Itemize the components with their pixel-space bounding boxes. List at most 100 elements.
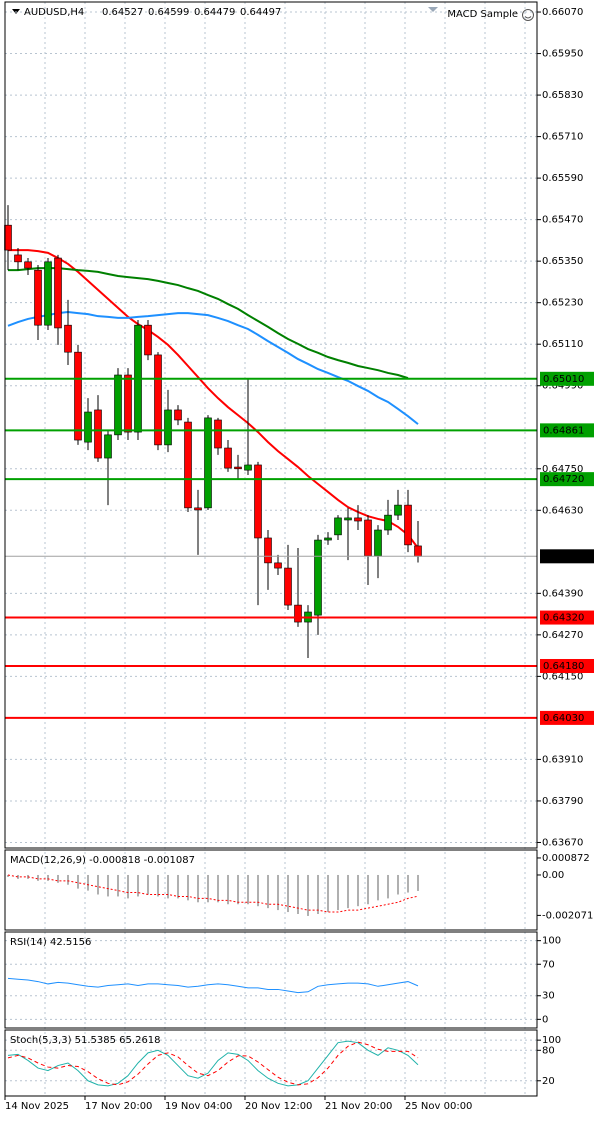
x-tick-label: 14 Nov 2025 <box>5 1101 69 1112</box>
panel-frame <box>4 849 538 931</box>
macd-bar <box>227 874 229 905</box>
macd-bar <box>97 874 99 895</box>
price-level-tag <box>540 423 594 438</box>
macd-bar <box>147 874 149 895</box>
candle-body <box>214 419 222 449</box>
y-tick-label: 0.63910 <box>542 754 583 765</box>
panel-frame <box>4 1029 538 1097</box>
price-level-label: 0.64030 <box>543 713 584 724</box>
candle-body <box>264 537 272 564</box>
y-tick-label: 0.64270 <box>542 630 583 641</box>
y-tick-label: 0.66070 <box>542 7 583 18</box>
macd-bar <box>237 874 239 905</box>
y-tick-label: 0.65710 <box>542 132 583 143</box>
candle-body <box>114 374 122 436</box>
moving-average <box>7 311 419 425</box>
candle-body <box>324 537 332 541</box>
y-tick-label: 80 <box>542 1045 555 1056</box>
y-tick-label: -0.002071 <box>542 910 593 921</box>
y-tick-label: 0.00 <box>542 870 564 881</box>
macd-bar <box>377 874 379 901</box>
macd-bar <box>157 874 159 897</box>
indicator-line <box>7 977 419 994</box>
macd-bar <box>167 874 169 899</box>
candle-body <box>234 466 242 470</box>
macd-bar <box>47 874 49 881</box>
candle-body <box>394 504 402 516</box>
y-tick-label: 0.65590 <box>542 173 583 184</box>
macd-bar <box>357 874 359 907</box>
price-level-label: 0.64320 <box>543 613 584 624</box>
candle-body <box>204 417 212 509</box>
current-price-tag <box>540 549 594 564</box>
menu-arrow <box>12 9 20 14</box>
y-tick-label: 100 <box>542 1035 561 1046</box>
indicator-line <box>7 1040 419 1087</box>
y-tick-label: 100 <box>542 936 561 947</box>
macd-bar <box>367 874 369 905</box>
macd-bar <box>417 874 419 891</box>
candle-body <box>404 504 412 546</box>
macd-bar <box>397 874 399 895</box>
x-tick-label: 21 Nov 20:00 <box>325 1101 392 1112</box>
y-tick-label: 0.65470 <box>542 215 583 226</box>
macd-bar <box>187 874 189 901</box>
macd-bar <box>207 874 209 903</box>
candle-body <box>284 567 292 606</box>
y-tick-label: 0.65830 <box>542 90 583 101</box>
moving-average <box>8 267 409 380</box>
y-tick-label: 70 <box>542 959 555 970</box>
candle-body <box>244 464 252 471</box>
y-tick-label: 0.65950 <box>542 49 583 60</box>
expert-name: MACD Sample <box>447 9 518 20</box>
indicator-title: RSI(14) 42.5156 <box>10 937 91 948</box>
ohlc-value: 0.64479 <box>194 7 235 18</box>
ohlc-value: 0.64527 <box>102 7 143 18</box>
macd-bar <box>67 874 69 885</box>
candle-body <box>154 354 162 446</box>
candle-body <box>44 261 52 326</box>
x-tick-label: 17 Nov 20:00 <box>85 1101 152 1112</box>
macd-bar <box>287 874 289 913</box>
candle-body <box>84 411 92 443</box>
y-tick-label: 0.65110 <box>542 339 583 350</box>
panel-frame <box>4 931 538 1029</box>
macd-bar <box>277 874 279 911</box>
y-tick-label: 0.64750 <box>542 464 583 475</box>
candle-body <box>274 562 282 569</box>
candle-body <box>64 324 72 353</box>
macd-bar <box>87 874 89 891</box>
price-level-label: 0.65010 <box>543 374 584 385</box>
macd-bar <box>197 874 199 903</box>
candle-body <box>314 539 322 616</box>
candle-body <box>174 409 182 421</box>
macd-bar <box>107 874 109 897</box>
panel-frame <box>4 1 538 849</box>
macd-bar <box>347 874 349 909</box>
y-tick-label: 0.65230 <box>542 298 583 309</box>
x-tick-label: 19 Nov 04:00 <box>165 1101 232 1112</box>
candle-body <box>334 517 342 536</box>
macd-bar <box>37 874 39 881</box>
indicator-title: Stoch(5,3,3) 51.5385 65.2618 <box>10 1035 161 1046</box>
y-tick-label: 0.64150 <box>542 671 583 682</box>
x-tick-label: 20 Nov 12:00 <box>245 1101 312 1112</box>
price-level-tag <box>540 710 594 725</box>
y-tick-label: 0.64990 <box>542 381 583 392</box>
macd-bar <box>127 874 129 899</box>
candle-body <box>104 434 112 459</box>
candle-body <box>144 324 152 356</box>
candle-body <box>24 261 32 269</box>
candle-body <box>294 604 302 623</box>
y-tick-label: 0.000872 <box>542 853 590 864</box>
price-level-label: 0.64180 <box>543 661 584 672</box>
candle-body <box>164 409 172 446</box>
current-price-label: 0.64497 <box>543 551 584 562</box>
x-tick-label: 25 Nov 00:00 <box>405 1101 472 1112</box>
price-level-label: 0.64720 <box>543 474 584 485</box>
candle-body <box>384 514 392 531</box>
candle-body <box>14 254 22 263</box>
macd-bar <box>7 874 9 877</box>
